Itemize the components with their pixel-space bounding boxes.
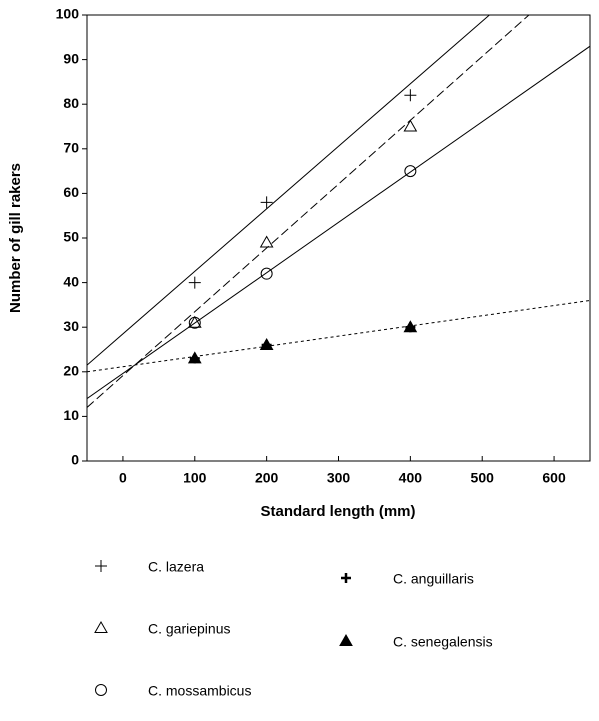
- marker-shape: [187, 351, 202, 364]
- x-tick-label: 500: [471, 470, 495, 486]
- marker: [95, 560, 107, 572]
- marker-shape: [341, 573, 351, 583]
- y-tick-label: 10: [63, 407, 79, 423]
- y-tick-label: 20: [63, 363, 79, 379]
- y-tick-label: 100: [56, 6, 80, 22]
- x-tick-label: 0: [119, 470, 127, 486]
- legend-label: C. senegalensis: [393, 634, 493, 650]
- marker-shape: [188, 276, 201, 289]
- marker: [404, 165, 417, 178]
- plot-area: [87, 15, 590, 408]
- marker: [188, 316, 201, 329]
- marker-shape: [339, 633, 353, 646]
- legend-item: C. lazera: [95, 559, 204, 575]
- x-tick-label: 400: [399, 470, 423, 486]
- legend-item: C. senegalensis: [339, 633, 493, 650]
- marker-shape: [404, 165, 417, 178]
- marker-shape: [95, 684, 107, 696]
- fit-line: [87, 15, 530, 408]
- y-tick-label: 80: [63, 95, 79, 111]
- marker-shape: [403, 320, 418, 333]
- marker: [187, 315, 202, 328]
- marker: [403, 119, 418, 132]
- marker: [341, 573, 351, 583]
- marker: [95, 684, 107, 696]
- marker: [260, 267, 273, 280]
- legend-item: C. anguillaris: [341, 571, 474, 587]
- marker-shape: [403, 119, 418, 132]
- marker: [188, 276, 201, 289]
- marker-shape: [260, 267, 273, 280]
- marker-shape: [188, 316, 201, 329]
- marker-shape: [259, 235, 274, 248]
- marker-shape: [95, 560, 107, 572]
- marker: [339, 633, 353, 646]
- plot-frame: [86, 14, 591, 462]
- legend-label: C. lazera: [148, 559, 204, 575]
- marker: [259, 338, 274, 351]
- y-tick-label: 50: [63, 229, 79, 245]
- marker: [260, 196, 273, 209]
- fit-line: [87, 15, 490, 366]
- legend-label: C. anguillaris: [393, 571, 474, 587]
- marker: [259, 235, 274, 248]
- fit-line: [87, 45, 590, 399]
- marker-shape: [94, 620, 108, 633]
- legend-label: C. mossambicus: [148, 683, 251, 699]
- fit-line: [87, 299, 590, 373]
- x-tick-label: 100: [183, 470, 207, 486]
- marker-shape: [404, 89, 417, 102]
- legend-item: C. gariepinus: [94, 620, 231, 637]
- y-tick-label: 60: [63, 184, 79, 200]
- x-axis-title: Standard length (mm): [260, 503, 415, 520]
- x-tick-label: 200: [255, 470, 279, 486]
- x-tick-label: 300: [327, 470, 351, 486]
- marker: [404, 89, 417, 102]
- legend-item: C. mossambicus: [95, 683, 251, 699]
- marker: [94, 620, 108, 633]
- marker: [403, 320, 418, 333]
- y-tick-label: 30: [63, 318, 79, 334]
- y-axis-title: Number of gill rakers: [7, 163, 24, 313]
- y-tick-label: 90: [63, 50, 79, 66]
- x-tick-label: 600: [542, 470, 566, 486]
- marker-shape: [259, 338, 274, 351]
- marker-shape: [260, 196, 273, 209]
- y-tick-label: 40: [63, 273, 79, 289]
- legend-label: C. gariepinus: [148, 621, 231, 637]
- marker: [187, 351, 202, 364]
- y-tick-label: 0: [71, 452, 79, 468]
- y-tick-label: 70: [63, 140, 79, 156]
- marker-shape: [187, 315, 202, 328]
